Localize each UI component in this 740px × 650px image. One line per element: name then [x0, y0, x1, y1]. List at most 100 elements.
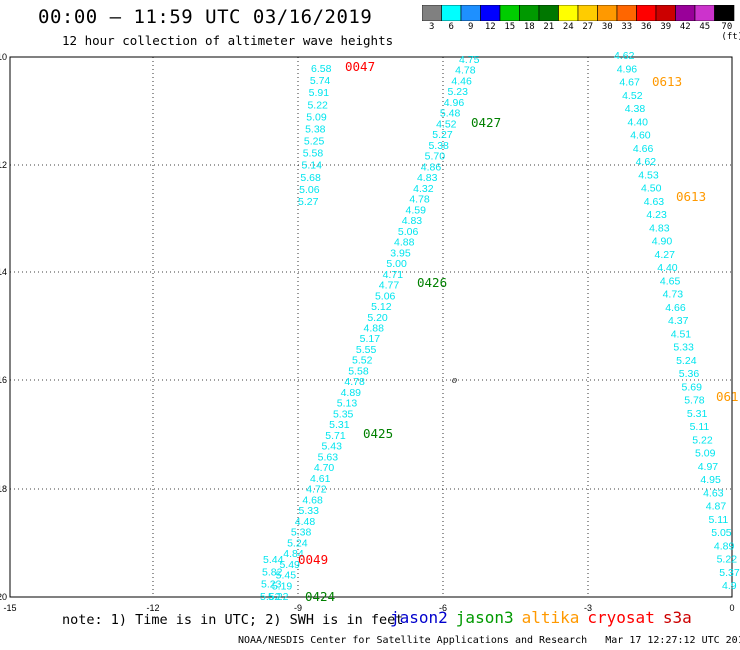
wave-height-value: 5.55: [356, 344, 377, 356]
wave-height-value: 5.13: [337, 398, 358, 410]
wave-height-value: 5.12: [371, 301, 392, 313]
pass-time-label: 061: [716, 389, 739, 404]
wave-height-value: 4.40: [657, 262, 678, 274]
wave-height-value: 4.86: [421, 161, 442, 173]
wave-height-value: 3.95: [390, 247, 411, 259]
y-tick-label: -16: [0, 375, 7, 385]
wave-height-value: 5.06: [375, 290, 396, 302]
wave-height-value: 4.78: [409, 194, 430, 206]
y-tick-label: -14: [0, 267, 7, 277]
color-scale-label: 39: [660, 22, 672, 32]
pass-time-label: 0049: [298, 552, 328, 567]
color-scale-label: 36: [640, 22, 652, 32]
wave-height-value: 5.82: [262, 566, 283, 578]
wave-height-value: 5.37: [719, 567, 740, 579]
wave-height-value: 5.58: [303, 148, 324, 160]
color-scale-label: 33: [621, 22, 633, 32]
wave-height-value: 4.89: [341, 387, 362, 399]
wave-height-value: 4.88: [364, 323, 385, 335]
wave-height-value: 4.78: [455, 65, 476, 77]
wave-height-value: 5.35: [333, 408, 354, 420]
wave-height-value: 4.59: [406, 204, 427, 216]
wave-height-value: 5.27: [432, 129, 453, 141]
color-scale-label: 15: [504, 22, 516, 32]
wave-height-value: 5.52: [352, 355, 373, 367]
wave-height-value: 4.67: [619, 77, 640, 89]
wave-height-value: 5.22: [717, 554, 738, 566]
wave-height-value: 5.27: [298, 196, 319, 208]
color-scale-label: 45: [699, 22, 711, 32]
wave-height-value: 5.38: [305, 123, 326, 135]
wave-height-value: 5.09: [695, 448, 716, 460]
wave-height-value: 4.97: [698, 461, 719, 473]
legend-altika: altika: [521, 608, 580, 627]
wave-height-value: 4.37: [668, 315, 689, 327]
land-marker: o: [452, 375, 457, 386]
wave-height-value: 4.50: [641, 183, 662, 195]
color-scale-label: 12: [484, 22, 496, 32]
wave-height-value: 5.58: [348, 365, 369, 377]
y-tick-label: -10: [0, 52, 7, 62]
wave-height-value: 5.44: [263, 554, 284, 566]
wave-height-value: 5.23: [261, 579, 282, 591]
color-scale-label: 6: [448, 22, 454, 32]
legend-s3a: s3a: [662, 608, 692, 627]
wave-height-value: 4.83: [417, 172, 438, 184]
color-scale-label: 42: [679, 22, 691, 32]
wave-height-value: 4.60: [630, 130, 651, 142]
wave-height-value: 5.22: [692, 434, 713, 446]
wave-height-value: 5.63: [318, 451, 339, 463]
wave-height-value: 5.17: [360, 333, 381, 345]
wave-height-value: 4.48: [295, 516, 316, 528]
wave-height-value: 4.75: [459, 54, 480, 66]
y-tick-label: -20: [0, 592, 7, 602]
x-tick-label: -15: [3, 603, 16, 613]
pass-time-label: 0425: [363, 426, 393, 441]
wave-height-value: 5.74: [310, 75, 331, 87]
satellite-legend: jason2 jason3 altika cryosat s3a: [390, 608, 700, 627]
plot-frame: [9, 56, 733, 598]
pass-time-label: 0427: [471, 115, 501, 130]
wave-height-value: 5.78: [684, 395, 705, 407]
wave-height-value: 4.27: [655, 249, 676, 261]
color-scale-label: 3: [429, 22, 435, 32]
wave-height-value: 5.33: [299, 505, 320, 517]
wave-height-value: 5.69: [682, 381, 703, 393]
wave-height-value: 4.77: [379, 280, 400, 292]
color-scale-label: 30: [601, 22, 613, 32]
wave-height-value: 4.83: [649, 222, 670, 234]
color-scale-label: 27: [582, 22, 594, 32]
wave-height-value: 5.24: [676, 355, 697, 367]
wave-height-value: 5.45: [276, 570, 297, 582]
wave-height-value: 5.23: [448, 86, 469, 98]
wave-height-value: 4.63: [703, 487, 724, 499]
x-tick-label: 0: [729, 603, 734, 613]
legend-cryosat: cryosat: [587, 608, 655, 627]
pass-time-label: 0047: [345, 59, 375, 74]
y-tick-label: -12: [0, 160, 7, 170]
color-scale-swatch: [714, 5, 735, 21]
color-scale-label: 18: [523, 22, 535, 32]
wave-height-value: 5.70: [425, 151, 446, 163]
wave-height-value: 5.20: [367, 312, 388, 324]
wave-height-value: 5.25: [304, 136, 325, 148]
wave-height-value: 4.89: [714, 540, 735, 552]
color-scale-label: 70 (ft): [721, 22, 740, 42]
wave-height-value: 5.91: [309, 87, 330, 99]
note-text: note: 1) Time is in UTC; 2) SWH is in fe…: [62, 612, 404, 628]
pass-time-label: 0613: [652, 74, 682, 89]
wave-height-value: 4.78: [344, 376, 365, 388]
wave-height-value: 6.58: [311, 63, 332, 75]
wave-height-value: 4.84: [283, 548, 304, 560]
x-tick-label: -6: [439, 603, 447, 613]
wave-height-value: 4.40: [628, 116, 649, 128]
wave-height-value: 5.49: [279, 559, 300, 571]
x-tick-label: -12: [146, 603, 159, 613]
wave-height-value: 5.24: [287, 537, 308, 549]
wave-height-value: 4.51: [671, 328, 692, 340]
wave-height-value: 4.9: [722, 580, 737, 592]
wave-height-value: 4.68: [302, 494, 323, 506]
